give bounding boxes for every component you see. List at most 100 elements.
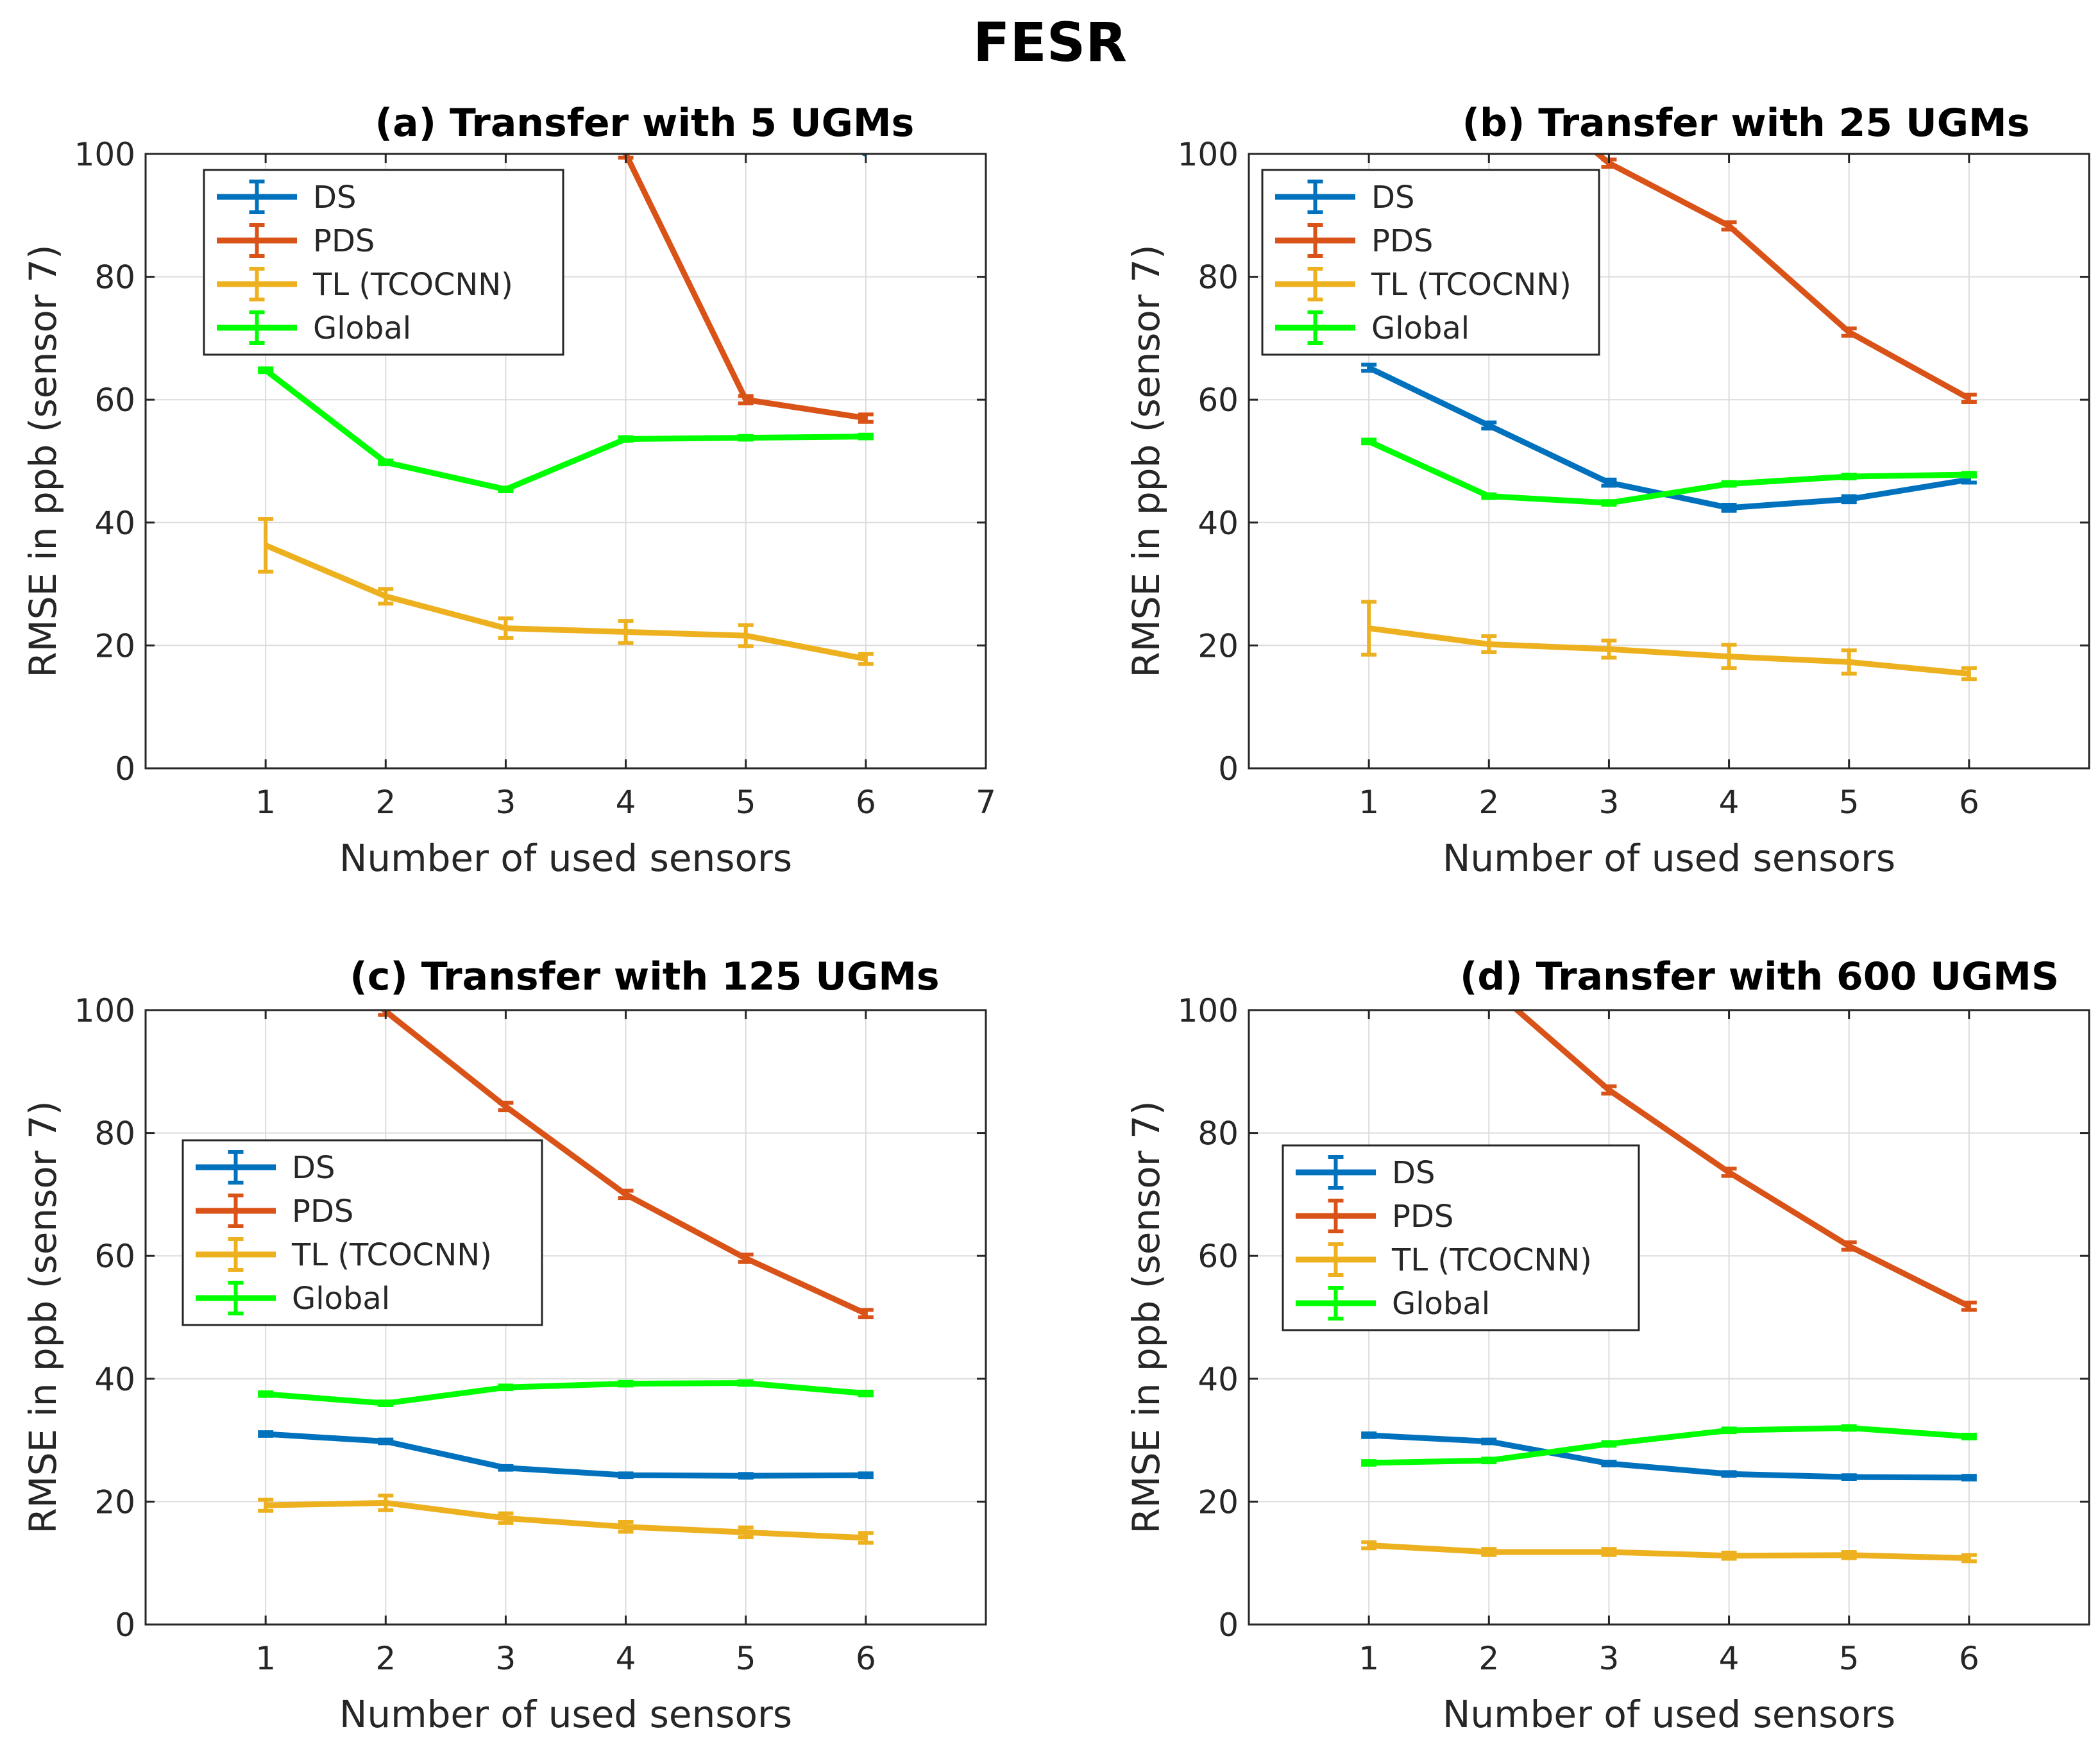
legend-label: Global bbox=[1392, 1286, 1490, 1322]
y-tick-label: 20 bbox=[94, 1483, 135, 1521]
series-line-global bbox=[1368, 439, 1969, 506]
x-tick-label: 6 bbox=[856, 1640, 876, 1677]
error-bar-global bbox=[1601, 499, 1617, 507]
error-bar-global bbox=[378, 459, 394, 466]
error-bar-global bbox=[258, 1390, 274, 1398]
axes-box bbox=[144, 153, 987, 770]
x-tick-label: 1 bbox=[255, 784, 276, 821]
x-tick-label: 4 bbox=[616, 784, 636, 821]
x-tick-label: 1 bbox=[255, 1640, 276, 1677]
error-bar-tl-tcocnn bbox=[858, 1531, 874, 1545]
legend-label: TL (TCOCNN) bbox=[1371, 267, 1571, 303]
legend-label: PDS bbox=[313, 223, 375, 259]
legend-box bbox=[1261, 169, 1600, 356]
series-line-global bbox=[265, 1380, 867, 1406]
y-tick-label: 20 bbox=[94, 627, 135, 664]
x-tick-label: 3 bbox=[496, 784, 516, 821]
series-line-pds bbox=[1593, 154, 1971, 401]
error-bar-pds bbox=[858, 412, 874, 424]
error-bar-pds bbox=[738, 394, 754, 405]
error-bar-ds bbox=[1841, 1473, 1857, 1481]
series-line-pds bbox=[380, 1010, 867, 1317]
legend-item-ds: DS bbox=[1296, 1155, 1435, 1191]
x-tick-label: 4 bbox=[1719, 784, 1740, 821]
error-bar-ds bbox=[1841, 494, 1857, 505]
x-tick-label: 4 bbox=[616, 1640, 636, 1677]
error-bar-pds bbox=[1961, 1301, 1977, 1312]
y-tick-label: 80 bbox=[94, 1115, 135, 1152]
y-axis-label: RMSE in ppb (sensor 7) bbox=[21, 1101, 65, 1533]
error-bar-global bbox=[1601, 1440, 1617, 1448]
x-axis-label: Number of used sensors bbox=[339, 836, 792, 880]
legend-box bbox=[1282, 1144, 1640, 1331]
error-bar-ds bbox=[1721, 1470, 1737, 1478]
error-bar-tl-tcocnn bbox=[1961, 666, 1977, 682]
error-bar-pds bbox=[1961, 392, 1977, 405]
error-bar-pds bbox=[858, 1308, 874, 1319]
series-line-pds bbox=[622, 154, 867, 421]
error-bar-global bbox=[498, 1383, 514, 1392]
error-bar-tl-tcocnn bbox=[498, 1511, 514, 1525]
chart-title: (d) Transfer with 600 UGMS bbox=[1460, 954, 2059, 999]
y-tick-label: 0 bbox=[1218, 1607, 1239, 1644]
x-tick-label: 6 bbox=[1959, 784, 1979, 821]
series-group bbox=[1361, 154, 1977, 682]
error-bar-global bbox=[738, 434, 754, 442]
legend-label: DS bbox=[1392, 1155, 1435, 1191]
error-bar-pds bbox=[1721, 1167, 1737, 1178]
legend-item-pds: PDS bbox=[1275, 223, 1433, 259]
y-tick-label: 100 bbox=[74, 136, 135, 173]
error-bar-pds bbox=[1601, 1084, 1617, 1096]
x-tick-label: 5 bbox=[736, 1640, 756, 1677]
x-tick-label: 6 bbox=[1959, 1640, 1979, 1677]
axes-box bbox=[144, 1009, 987, 1626]
legend-label: Global bbox=[292, 1281, 390, 1317]
axes-box bbox=[1248, 1009, 2090, 1626]
error-bar-global bbox=[1361, 1459, 1377, 1467]
legend-label: TL (TCOCNN) bbox=[312, 267, 513, 303]
error-bar-tl-tcocnn bbox=[1721, 643, 1737, 670]
error-bar-tl-tcocnn bbox=[858, 652, 874, 666]
error-bar-tl-tcocnn bbox=[1961, 1553, 1977, 1564]
series-line-tl-tcocnn bbox=[264, 543, 867, 662]
x-tick-label: 3 bbox=[1599, 784, 1620, 821]
error-bar-global bbox=[618, 1380, 634, 1388]
error-bar-pds bbox=[738, 1253, 754, 1264]
error-bar-ds bbox=[1481, 420, 1497, 431]
error-bar-tl-tcocnn bbox=[738, 623, 754, 648]
error-bar-ds bbox=[858, 1471, 874, 1480]
error-bar-pds bbox=[498, 1101, 514, 1113]
y-tick-label: 80 bbox=[1198, 259, 1239, 296]
legend-item-ds: DS bbox=[196, 1150, 335, 1186]
legend-item-ds: DS bbox=[1275, 180, 1414, 215]
error-bar-tl-tcocnn bbox=[498, 616, 514, 640]
series-line-tl-tcocnn bbox=[1368, 1542, 1969, 1562]
error-bar-tl-tcocnn bbox=[378, 587, 394, 606]
y-tick-label: 20 bbox=[1198, 1483, 1239, 1521]
legend-item-global: Global bbox=[217, 310, 411, 346]
legend: DS PDS TL (TCOCNN) Global bbox=[1261, 169, 1600, 356]
legend-item-tl-tcocnn: TL (TCOCNN) bbox=[196, 1237, 492, 1273]
x-tick-label: 2 bbox=[1478, 784, 1499, 821]
x-axis-label: Number of used sensors bbox=[1443, 1692, 1895, 1736]
legend-label: DS bbox=[313, 180, 356, 215]
error-bar-tl-tcocnn bbox=[1481, 634, 1497, 654]
error-bar-global bbox=[258, 366, 274, 375]
error-bar-global bbox=[738, 1379, 754, 1387]
y-tick-label: 40 bbox=[1198, 1361, 1239, 1398]
legend-item-global: Global bbox=[1296, 1286, 1490, 1322]
error-bar-tl-tcocnn bbox=[1721, 1550, 1737, 1561]
series-group bbox=[1361, 1010, 1977, 1564]
error-bar-ds bbox=[1361, 362, 1377, 373]
series-line-global bbox=[264, 367, 866, 493]
error-bar-pds bbox=[618, 1188, 634, 1201]
y-axis-label: RMSE in ppb (sensor 7) bbox=[1124, 244, 1168, 677]
series-line-tl-tcocnn bbox=[266, 1499, 867, 1541]
x-tick-label: 5 bbox=[1839, 784, 1859, 821]
error-bar-ds bbox=[738, 1472, 754, 1480]
error-bar-tl-tcocnn bbox=[618, 619, 634, 645]
legend-item-pds: PDS bbox=[1296, 1199, 1453, 1235]
error-bar-global bbox=[1721, 480, 1737, 488]
legend-label: DS bbox=[292, 1150, 335, 1186]
